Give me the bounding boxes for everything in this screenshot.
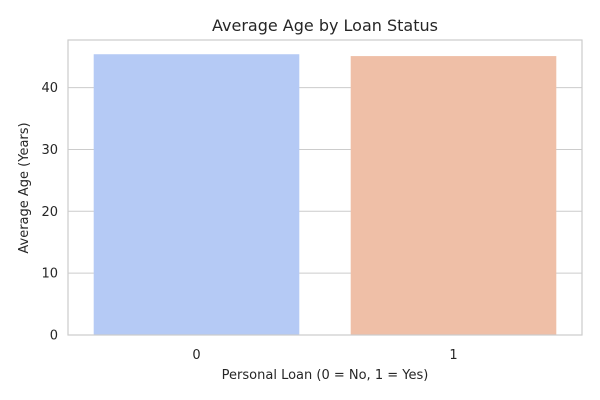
x-tick-label: 1: [449, 348, 457, 363]
y-tick-label: 0: [50, 329, 58, 344]
y-tick-label: 20: [41, 205, 58, 220]
bar-0: [93, 54, 300, 336]
chart-title: Average Age by Loan Status: [212, 16, 438, 35]
x-tick-label: 0: [192, 348, 200, 363]
plot-frame: [67, 39, 583, 336]
y-ticks: 0 10 20 30 40: [41, 81, 58, 343]
bars: [93, 54, 557, 336]
bar-1: [350, 56, 557, 336]
y-tick-label: 40: [41, 81, 58, 96]
y-axis-label: Average Age (Years): [17, 122, 32, 253]
y-tick-label: 10: [41, 267, 58, 282]
y-tick-label: 30: [41, 143, 58, 158]
x-axis-label: Personal Loan (0 = No, 1 = Yes): [222, 368, 429, 383]
